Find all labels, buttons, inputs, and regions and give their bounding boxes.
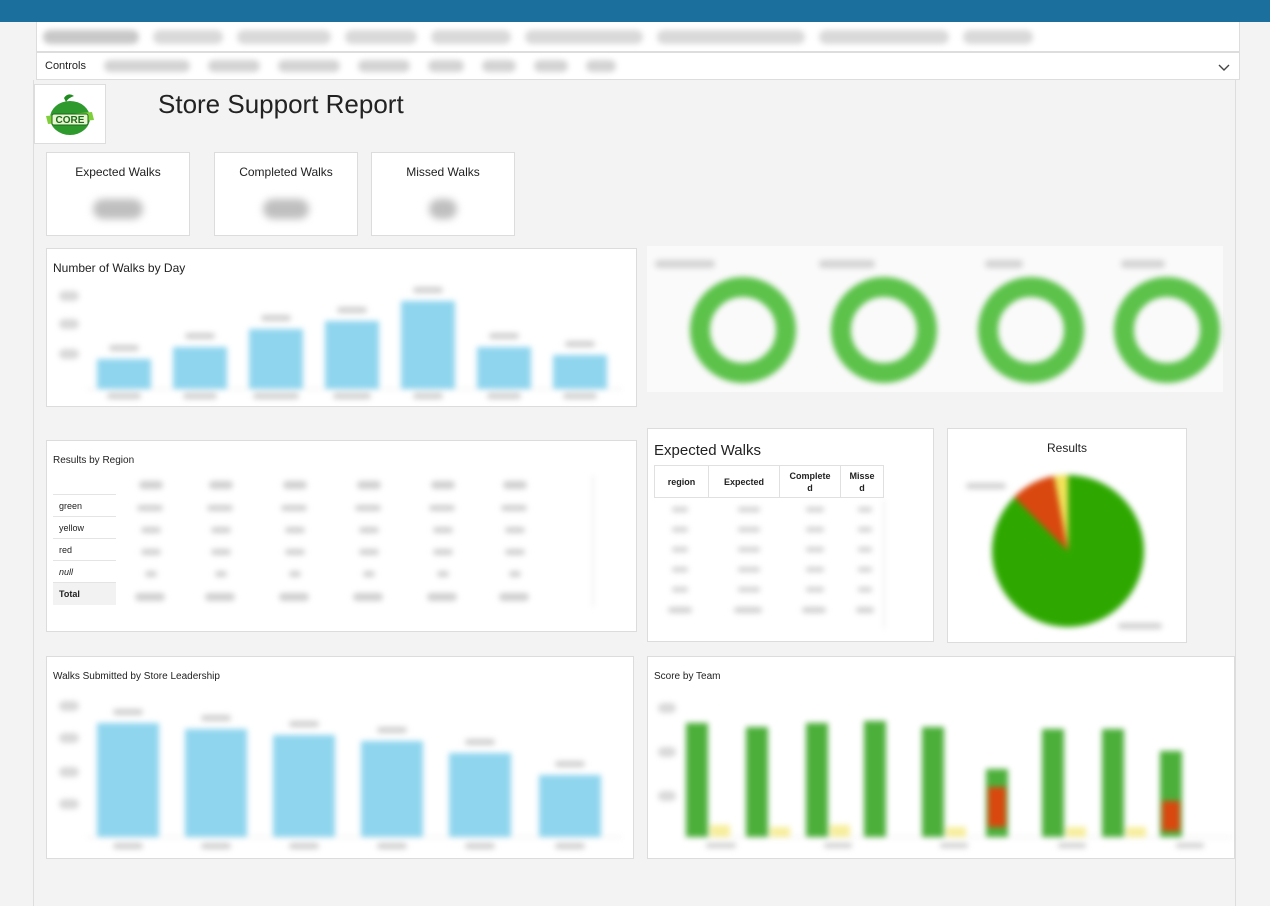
sheet-canvas (33, 80, 1236, 906)
row-label: yellow (53, 516, 116, 539)
kpi-completed-walks[interactable]: Completed Walks (214, 152, 358, 236)
table-title: Results by Region (53, 455, 135, 466)
filter-control[interactable] (357, 60, 410, 72)
sheet-tab[interactable] (819, 29, 949, 44)
chart-title: Walks Submitted by Store Leadership (53, 671, 220, 682)
kpi-value (263, 199, 309, 219)
row-label: red (53, 538, 116, 561)
row-label-total: Total (53, 582, 116, 605)
chevron-down-icon[interactable] (1217, 60, 1231, 74)
chart-title: Number of Walks by Day (53, 261, 186, 275)
core-logo: CORE (34, 84, 106, 144)
logo-text: CORE (56, 115, 85, 126)
sheet-tab[interactable] (153, 29, 223, 44)
column-header-completed[interactable]: Complete d (779, 465, 841, 498)
filter-control[interactable] (277, 60, 340, 72)
sheet-tab[interactable] (237, 29, 331, 44)
kpi-value (429, 199, 457, 219)
kpi-label: Missed Walks (406, 165, 480, 179)
page-title: Store Support Report (158, 89, 404, 119)
expected-walks-rows-blurred (668, 499, 885, 629)
kpi-label: Completed Walks (239, 165, 333, 179)
apple-logo-icon: CORE (46, 94, 94, 135)
table-title: Expected Walks (654, 442, 761, 459)
column-header-region[interactable]: region (654, 465, 709, 498)
bar-chart-blurred (59, 701, 622, 849)
sheet-tab[interactable] (657, 29, 805, 44)
results-by-region-table[interactable]: Results by Region green yellow red null … (46, 440, 637, 632)
expected-walks-table: region Expected Complete d Misse d (654, 465, 884, 498)
donut-gauges[interactable] (647, 246, 1223, 392)
filter-control[interactable] (533, 60, 568, 72)
filter-control[interactable] (481, 60, 516, 72)
region-results-table: green yellow red null Total (53, 494, 116, 605)
kpi-value (93, 199, 143, 219)
sheet-tab[interactable] (431, 29, 511, 44)
score-by-team-chart[interactable]: Score by Team (647, 656, 1235, 859)
chart-title: Results (1046, 441, 1087, 455)
expected-walks-table-card[interactable]: Expected Walks region Expected Complete … (647, 428, 934, 642)
controls-bar[interactable]: Controls (36, 52, 1240, 80)
filter-control[interactable] (207, 60, 260, 72)
sheet-tab[interactable] (963, 29, 1033, 44)
sheet-tab[interactable] (345, 29, 417, 44)
filter-control[interactable] (103, 60, 190, 72)
kpi-missed-walks[interactable]: Missed Walks (371, 152, 515, 236)
store-leadership-chart[interactable]: Walks Submitted by Store Leadership (46, 656, 634, 859)
sheet-tab[interactable] (43, 29, 139, 44)
filter-control[interactable] (427, 60, 464, 72)
row-label: null (53, 560, 116, 583)
stacked-bar-chart-blurred (658, 703, 1233, 848)
top-bar (0, 0, 1270, 22)
row-label: green (53, 494, 116, 517)
donut-charts-blurred (655, 260, 1220, 383)
bar-chart-blurred (59, 287, 622, 399)
controls-label: Controls (45, 60, 86, 72)
chart-title: Score by Team (654, 671, 721, 682)
results-pie-card[interactable]: Results (947, 428, 1187, 643)
column-header-missed[interactable]: Misse d (840, 465, 884, 498)
kpi-label: Expected Walks (75, 165, 161, 179)
region-values-blurred (135, 475, 594, 607)
column-header-expected[interactable]: Expected (708, 465, 780, 498)
kpi-expected-walks[interactable]: Expected Walks (46, 152, 190, 236)
results-pie-blurred (966, 474, 1162, 629)
sheet-tabs[interactable] (36, 22, 1240, 52)
sheet-tab[interactable] (525, 29, 643, 44)
walks-by-day-chart[interactable]: Number of Walks by Day (46, 248, 637, 407)
filter-control[interactable] (585, 60, 616, 72)
